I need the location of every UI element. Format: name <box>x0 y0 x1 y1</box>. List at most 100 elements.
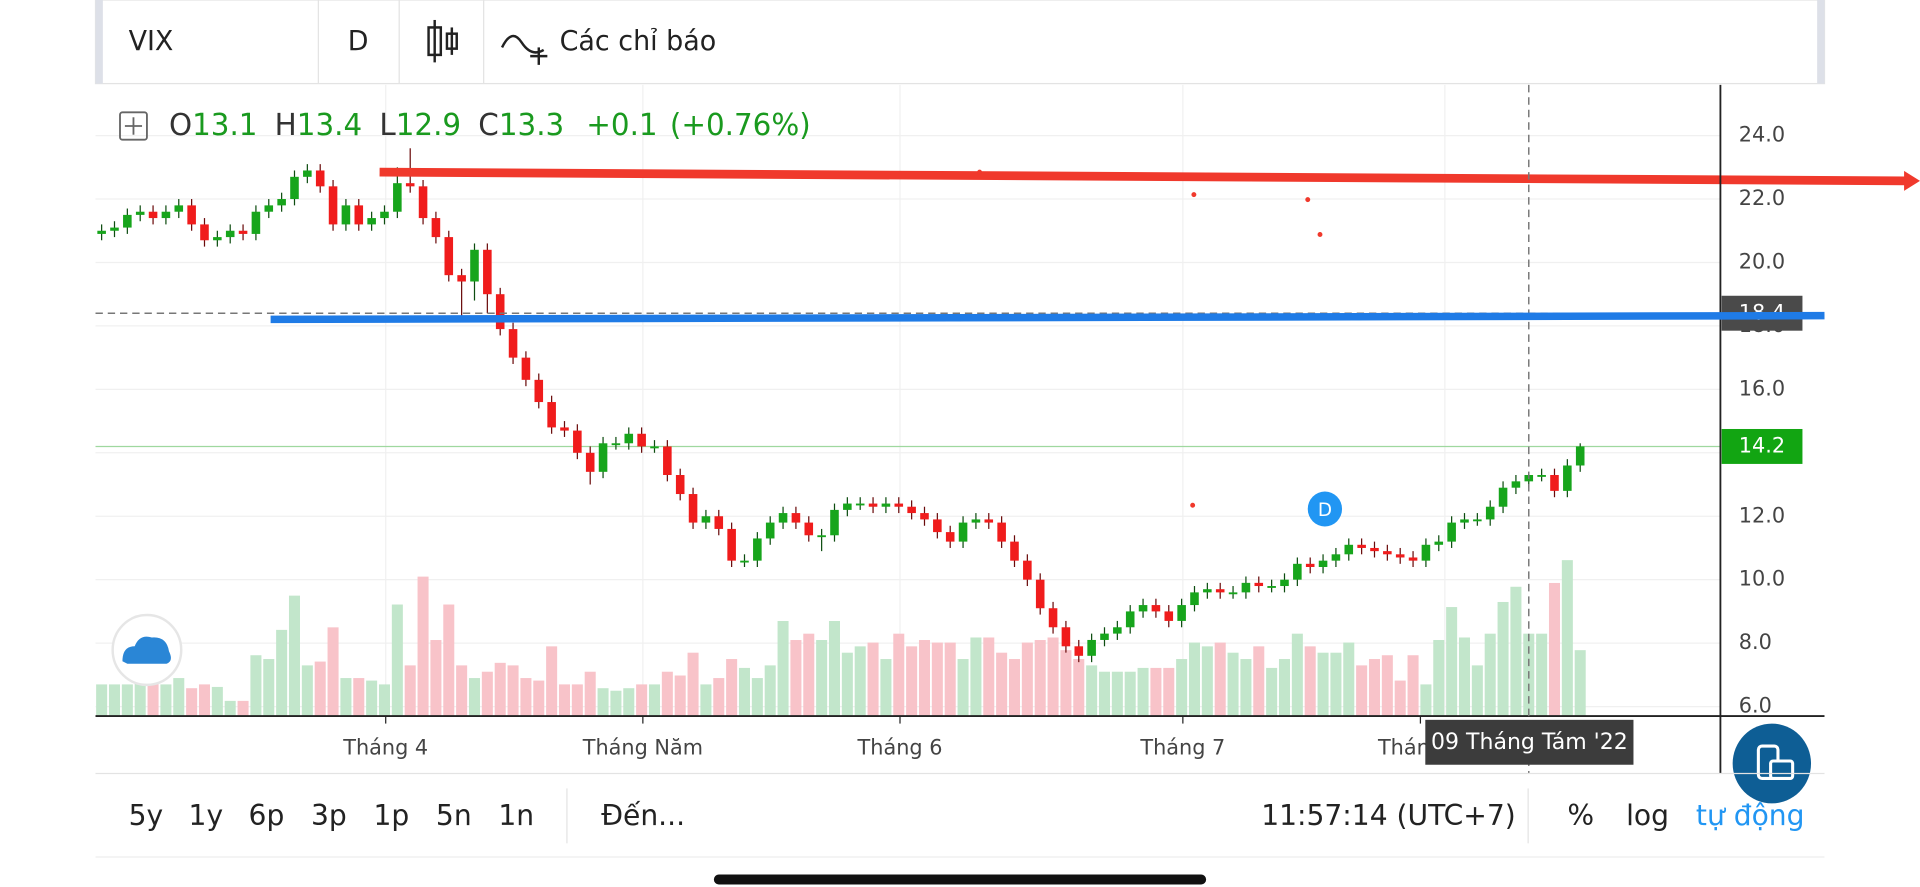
volume-bar <box>1150 667 1162 717</box>
crosshair-price-label: 18.4 <box>1739 299 1785 324</box>
interval[interactable]: D <box>348 26 369 57</box>
candle-body <box>405 183 415 187</box>
volume-bar <box>481 671 493 717</box>
candle-body <box>637 433 646 447</box>
volume-bar <box>764 665 776 717</box>
percent-button[interactable]: % <box>1567 799 1594 832</box>
candle-body <box>277 199 286 206</box>
legend-letter: L <box>379 106 396 141</box>
volume-bar <box>661 671 673 717</box>
auto-button[interactable]: tự động <box>1696 799 1805 832</box>
candle-body <box>573 430 582 453</box>
candle-body <box>508 329 518 358</box>
candle-body <box>1318 560 1328 567</box>
candle-body <box>521 357 531 380</box>
candle-body <box>1575 446 1585 466</box>
volume-bar <box>507 665 519 717</box>
volume-bar <box>751 678 763 717</box>
log-button[interactable]: log <box>1626 799 1669 832</box>
legend-low: 12.9 <box>396 106 461 141</box>
legend-open: 13.1 <box>192 106 257 141</box>
range-button[interactable]: 3p <box>311 799 347 832</box>
goto-button[interactable]: Đến... <box>601 799 685 832</box>
candle-body <box>238 230 248 234</box>
candle-body <box>457 275 466 282</box>
volume-bar <box>1368 659 1380 717</box>
volume-bar <box>1433 640 1445 717</box>
candle-body <box>495 294 505 330</box>
symbol[interactable]: VIX <box>129 26 174 57</box>
candle-body <box>675 475 685 495</box>
candle-body <box>431 218 441 238</box>
volume-bar <box>777 621 789 717</box>
dot <box>1305 197 1311 203</box>
volume-bar <box>700 684 712 717</box>
candle-body <box>1151 605 1161 612</box>
volume-bar <box>674 675 686 717</box>
plot: 6.08.010.012.014.016.018.020.022.024.0Th… <box>95 84 1920 804</box>
candle-body <box>1485 506 1495 520</box>
volume-bar <box>1047 637 1059 717</box>
candle-body <box>663 446 672 476</box>
volume-bar <box>893 633 905 717</box>
range-button[interactable]: 5n <box>436 799 472 832</box>
candle-body <box>1100 633 1109 640</box>
ohlc-legend: O13.1 H13.4 L12.9 C13.3 +0.1 (+0.76%) <box>169 106 811 141</box>
volume-bar <box>198 684 210 717</box>
candle-body <box>1447 522 1456 542</box>
volume-bar <box>147 681 159 717</box>
volume-bar <box>96 684 108 717</box>
volume-bar <box>1446 607 1458 717</box>
volume-bar <box>970 637 982 717</box>
volume-bar <box>378 684 390 717</box>
candle-body <box>315 170 325 187</box>
legend-letter: H <box>275 106 297 141</box>
range-button[interactable]: 1p <box>373 799 409 832</box>
volume-bar <box>1471 665 1483 717</box>
indicator-icon[interactable] <box>500 34 548 65</box>
candle-body <box>135 211 145 215</box>
volume-bar <box>1266 667 1278 717</box>
volume-bar <box>546 646 558 717</box>
candle-body <box>1164 611 1174 621</box>
range-button[interactable]: 5y <box>129 799 164 832</box>
volume-bar <box>610 690 622 717</box>
volume-bar <box>687 652 699 717</box>
candle-body <box>470 249 479 282</box>
volume-bar <box>288 595 300 717</box>
volume-bar <box>558 684 570 717</box>
volume-bar <box>828 621 840 717</box>
volume-bar <box>1291 633 1303 717</box>
volume-bar <box>996 652 1008 717</box>
volume-bar <box>1124 671 1136 717</box>
volume-bar <box>1214 642 1226 717</box>
volume-bar <box>1407 655 1419 717</box>
candle-body <box>1241 582 1251 593</box>
candle-body <box>290 176 299 200</box>
volume-bar <box>160 684 172 717</box>
candle-body <box>765 522 775 539</box>
candle-body <box>1113 627 1122 634</box>
volume-bar <box>263 659 275 717</box>
volume-bar <box>121 684 133 717</box>
dot <box>1190 502 1196 508</box>
range-button[interactable]: 1n <box>498 799 534 832</box>
volume-bar <box>224 700 236 717</box>
y-tick-label: 10.0 <box>1739 566 1785 591</box>
legend-toggle[interactable] <box>119 111 148 141</box>
volume-bar <box>1420 684 1432 717</box>
candle-body <box>1190 592 1199 606</box>
volume-bar <box>366 680 378 717</box>
range-button[interactable]: 6p <box>249 799 285 832</box>
candle-body <box>1177 605 1186 621</box>
event-marker[interactable] <box>1307 491 1343 527</box>
chart-style-icon[interactable] <box>427 19 458 63</box>
volume-bar <box>1356 665 1368 717</box>
range-button[interactable]: 1y <box>189 799 224 832</box>
volume-bar <box>327 627 339 717</box>
volume-bar <box>1510 586 1522 717</box>
indicators-button[interactable]: Các chỉ báo <box>560 26 717 57</box>
volume-bar <box>456 665 468 717</box>
candle-body <box>303 170 312 177</box>
